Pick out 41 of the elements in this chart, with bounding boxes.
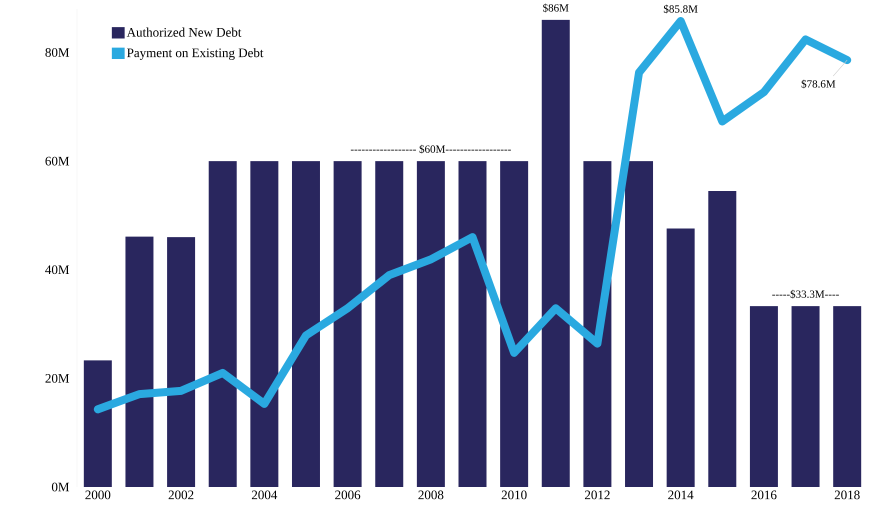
x-tick-label: 2004 (252, 490, 278, 500)
bar (666, 228, 695, 487)
bar (250, 161, 278, 487)
x-tick-label: 2006 (335, 490, 360, 500)
bar (84, 360, 112, 487)
bar (583, 161, 612, 487)
y-tick-label: 40M (45, 265, 70, 274)
x-tick-label: 2016 (751, 490, 777, 500)
x-tick-label: 2002 (168, 490, 194, 500)
bar (125, 236, 154, 487)
annotation: $78.6M (802, 80, 836, 88)
x-tick-label: 2008 (418, 490, 444, 500)
y-tick-label: 80M (45, 48, 70, 57)
y-tick-label: 20M (45, 374, 70, 383)
y-tick-label: 0M (52, 482, 70, 492)
bar (458, 161, 487, 487)
bar (334, 161, 362, 487)
bar (625, 161, 654, 487)
bar (833, 306, 862, 487)
bar (792, 306, 820, 487)
bar (708, 190, 736, 487)
legend-label: Payment on Existing Debt (127, 48, 264, 60)
annotation: $85.8M (664, 4, 698, 14)
annotation: ------------------ $60M------------------ (350, 144, 511, 154)
annotation: $86M (543, 4, 569, 12)
bar (375, 161, 404, 487)
legend-label: Authorized New Debt (126, 28, 242, 37)
bar (416, 161, 445, 487)
bar (208, 161, 237, 487)
x-tick-label: 2000 (85, 490, 110, 500)
bar (167, 237, 196, 487)
y-tick-label: 60M (45, 156, 70, 166)
bar (750, 306, 778, 487)
bar (500, 161, 528, 487)
x-tick-label: 2014 (668, 490, 694, 500)
bar (292, 161, 320, 487)
bar (542, 20, 570, 487)
annotation: -----$33.3M---- (772, 290, 839, 299)
x-tick-label: 2012 (584, 490, 610, 500)
x-tick-label: 2018 (834, 490, 860, 500)
x-tick-label: 2010 (502, 490, 527, 500)
